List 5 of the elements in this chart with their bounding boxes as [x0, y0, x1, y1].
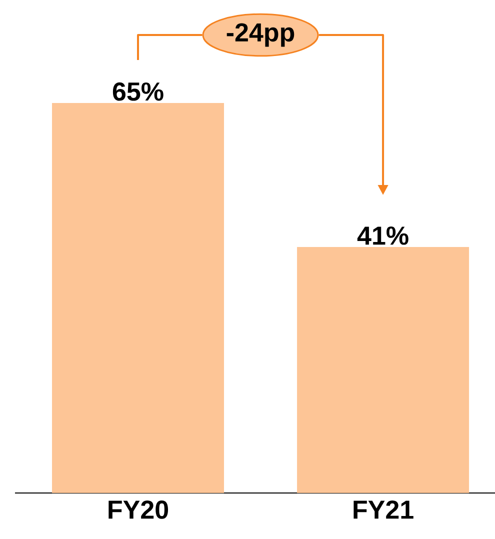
- x-tick-label: FY21: [354, 500, 414, 519]
- text: -24pp: [226, 23, 294, 47]
- data-label: 65%: [112, 82, 164, 101]
- x-tick-label: FY20: [108, 500, 168, 519]
- data-label: 41%: [357, 226, 408, 245]
